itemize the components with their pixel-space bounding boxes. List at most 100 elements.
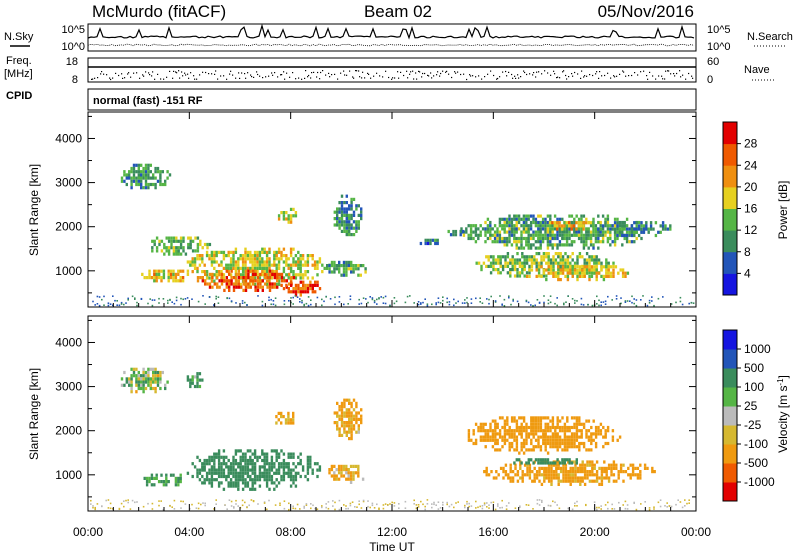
power-cell-region-0: [140, 182, 143, 187]
power-scatter-point: [107, 302, 110, 304]
velocity-cell-region-7: [530, 422, 533, 426]
velocity-cell-region-7: [558, 438, 562, 442]
velocity-cell-region-5: [277, 418, 280, 422]
velocity-cell-region-8: [521, 470, 524, 474]
power-cell-region-10: [520, 230, 523, 234]
velocity-cell-region-2: [275, 471, 278, 475]
power-cell-region-10: [597, 246, 600, 250]
power-cell-region-12: [578, 268, 582, 272]
power-cell-region-3: [241, 260, 245, 264]
power-cell-region-12: [566, 265, 570, 269]
velocity-cell-region-7: [534, 432, 538, 436]
power-cell-region-13: [570, 227, 573, 231]
nave-point: [515, 77, 517, 79]
power-cell-region-10: [570, 233, 574, 237]
velocity-cell-region-8: [612, 466, 616, 470]
velocity-cell-region-7: [494, 438, 497, 442]
power-cell-region-5: [304, 283, 307, 287]
power-cell-region-13: [551, 221, 554, 225]
power-cell-region-10: [551, 230, 554, 234]
velocity-cell-region-7: [551, 425, 555, 430]
power-cell-region-0: [142, 166, 145, 171]
velocity-cell-region-7: [515, 445, 519, 449]
power-cell-region-3: [306, 257, 310, 261]
power-cell-region-10: [592, 233, 595, 237]
velocity-cell-region-5: [292, 421, 295, 425]
nave-point: [194, 78, 196, 80]
velocity-cell-region-7: [566, 448, 569, 452]
power-cell-region-5: [302, 283, 305, 287]
power-cell-region-10: [551, 233, 554, 237]
power-cell-region-3: [193, 263, 197, 267]
velocity-cell-region-8: [499, 466, 503, 470]
velocity-cell-region-8: [547, 479, 551, 483]
velocity-cell-region-8: [504, 470, 508, 474]
power-cell-region-15: [633, 230, 636, 234]
nave-point: [182, 75, 184, 77]
power-cell-region-13: [580, 224, 583, 228]
velocity-cell-region-2: [253, 449, 257, 453]
velocity-scatter-point: [125, 499, 127, 502]
power-cell-region-9: [426, 241, 430, 246]
power-cell-region-1: [155, 249, 159, 253]
velocity-cell-region-3: [330, 464, 334, 468]
velocity-cell-region-7: [554, 432, 557, 436]
velocity-cell-region-4: [191, 378, 194, 382]
velocity-cell-region-8: [583, 470, 587, 474]
velocity-cell-region-6: [352, 427, 356, 431]
velocity-cell-region-1: [153, 476, 156, 480]
power-scatter-point: [635, 299, 638, 301]
velocity-scatter-point: [305, 503, 308, 505]
velocity-cell-region-2: [273, 465, 276, 469]
power-cell-region-3: [256, 260, 259, 264]
power-cell-region-10: [489, 224, 492, 228]
nave-point: [253, 76, 255, 78]
velocity-cell-region-6: [350, 430, 353, 434]
velocity-scatter-point: [492, 501, 495, 504]
power-cell-region-3: [205, 276, 209, 280]
velocity-cell-region-8: [509, 466, 512, 470]
velocity-cell-region-7: [597, 432, 600, 436]
nave-point: [562, 71, 564, 73]
velocity-scatter-point: [424, 508, 426, 511]
power-cell-region-11: [477, 261, 481, 265]
velocity-cell-region-8: [509, 470, 512, 474]
nave-point: [667, 70, 669, 72]
velocity-cell-region-2: [213, 462, 216, 466]
power-cell-region-11: [605, 261, 608, 265]
velocity-scatter-point: [274, 504, 277, 506]
velocity-cell-region-7: [566, 438, 569, 442]
velocity-cell-region-8: [627, 466, 630, 470]
velocity-cell-region-0: [142, 380, 145, 384]
velocity-cell-region-2: [253, 478, 257, 482]
power-scatter-point: [675, 301, 677, 304]
power-cell-region-10: [587, 246, 590, 250]
power-cell-region-8: [338, 220, 341, 224]
power-cell-region-10: [534, 240, 538, 244]
power-scatter-point: [662, 296, 664, 298]
velocity-cell-region-2: [246, 468, 250, 472]
velocity-scatter-point: [501, 499, 503, 502]
velocity-cell-region-4: [186, 375, 190, 379]
power-cell-region-10: [589, 233, 593, 237]
power-cell-region-4: [249, 279, 252, 283]
velocity-cell-region-8: [583, 482, 587, 486]
power-cell-region-0: [140, 186, 143, 190]
velocity-scatter-point: [129, 508, 132, 510]
power-cell-region-10: [601, 214, 605, 218]
velocity-cell-region-2: [208, 481, 211, 485]
velocity-scatter-point: [684, 505, 686, 507]
power-cell-region-11: [559, 252, 562, 256]
velocity-cell-region-8: [619, 466, 623, 470]
power-cell-region-10: [568, 236, 571, 241]
power-cell-region-10: [537, 220, 540, 225]
power-cell-region-10: [544, 227, 547, 231]
power-cell-region-4: [216, 276, 219, 280]
power-cell-region-5: [311, 283, 314, 287]
power-cell-region-4: [271, 285, 274, 289]
velocity-cell-region-0: [161, 370, 164, 375]
velocity-cell-region-2: [246, 449, 250, 453]
velocity-cell-region-7: [522, 451, 526, 455]
velocity-scatter-point: [541, 501, 543, 503]
velocity-cell-region-8: [559, 470, 563, 474]
